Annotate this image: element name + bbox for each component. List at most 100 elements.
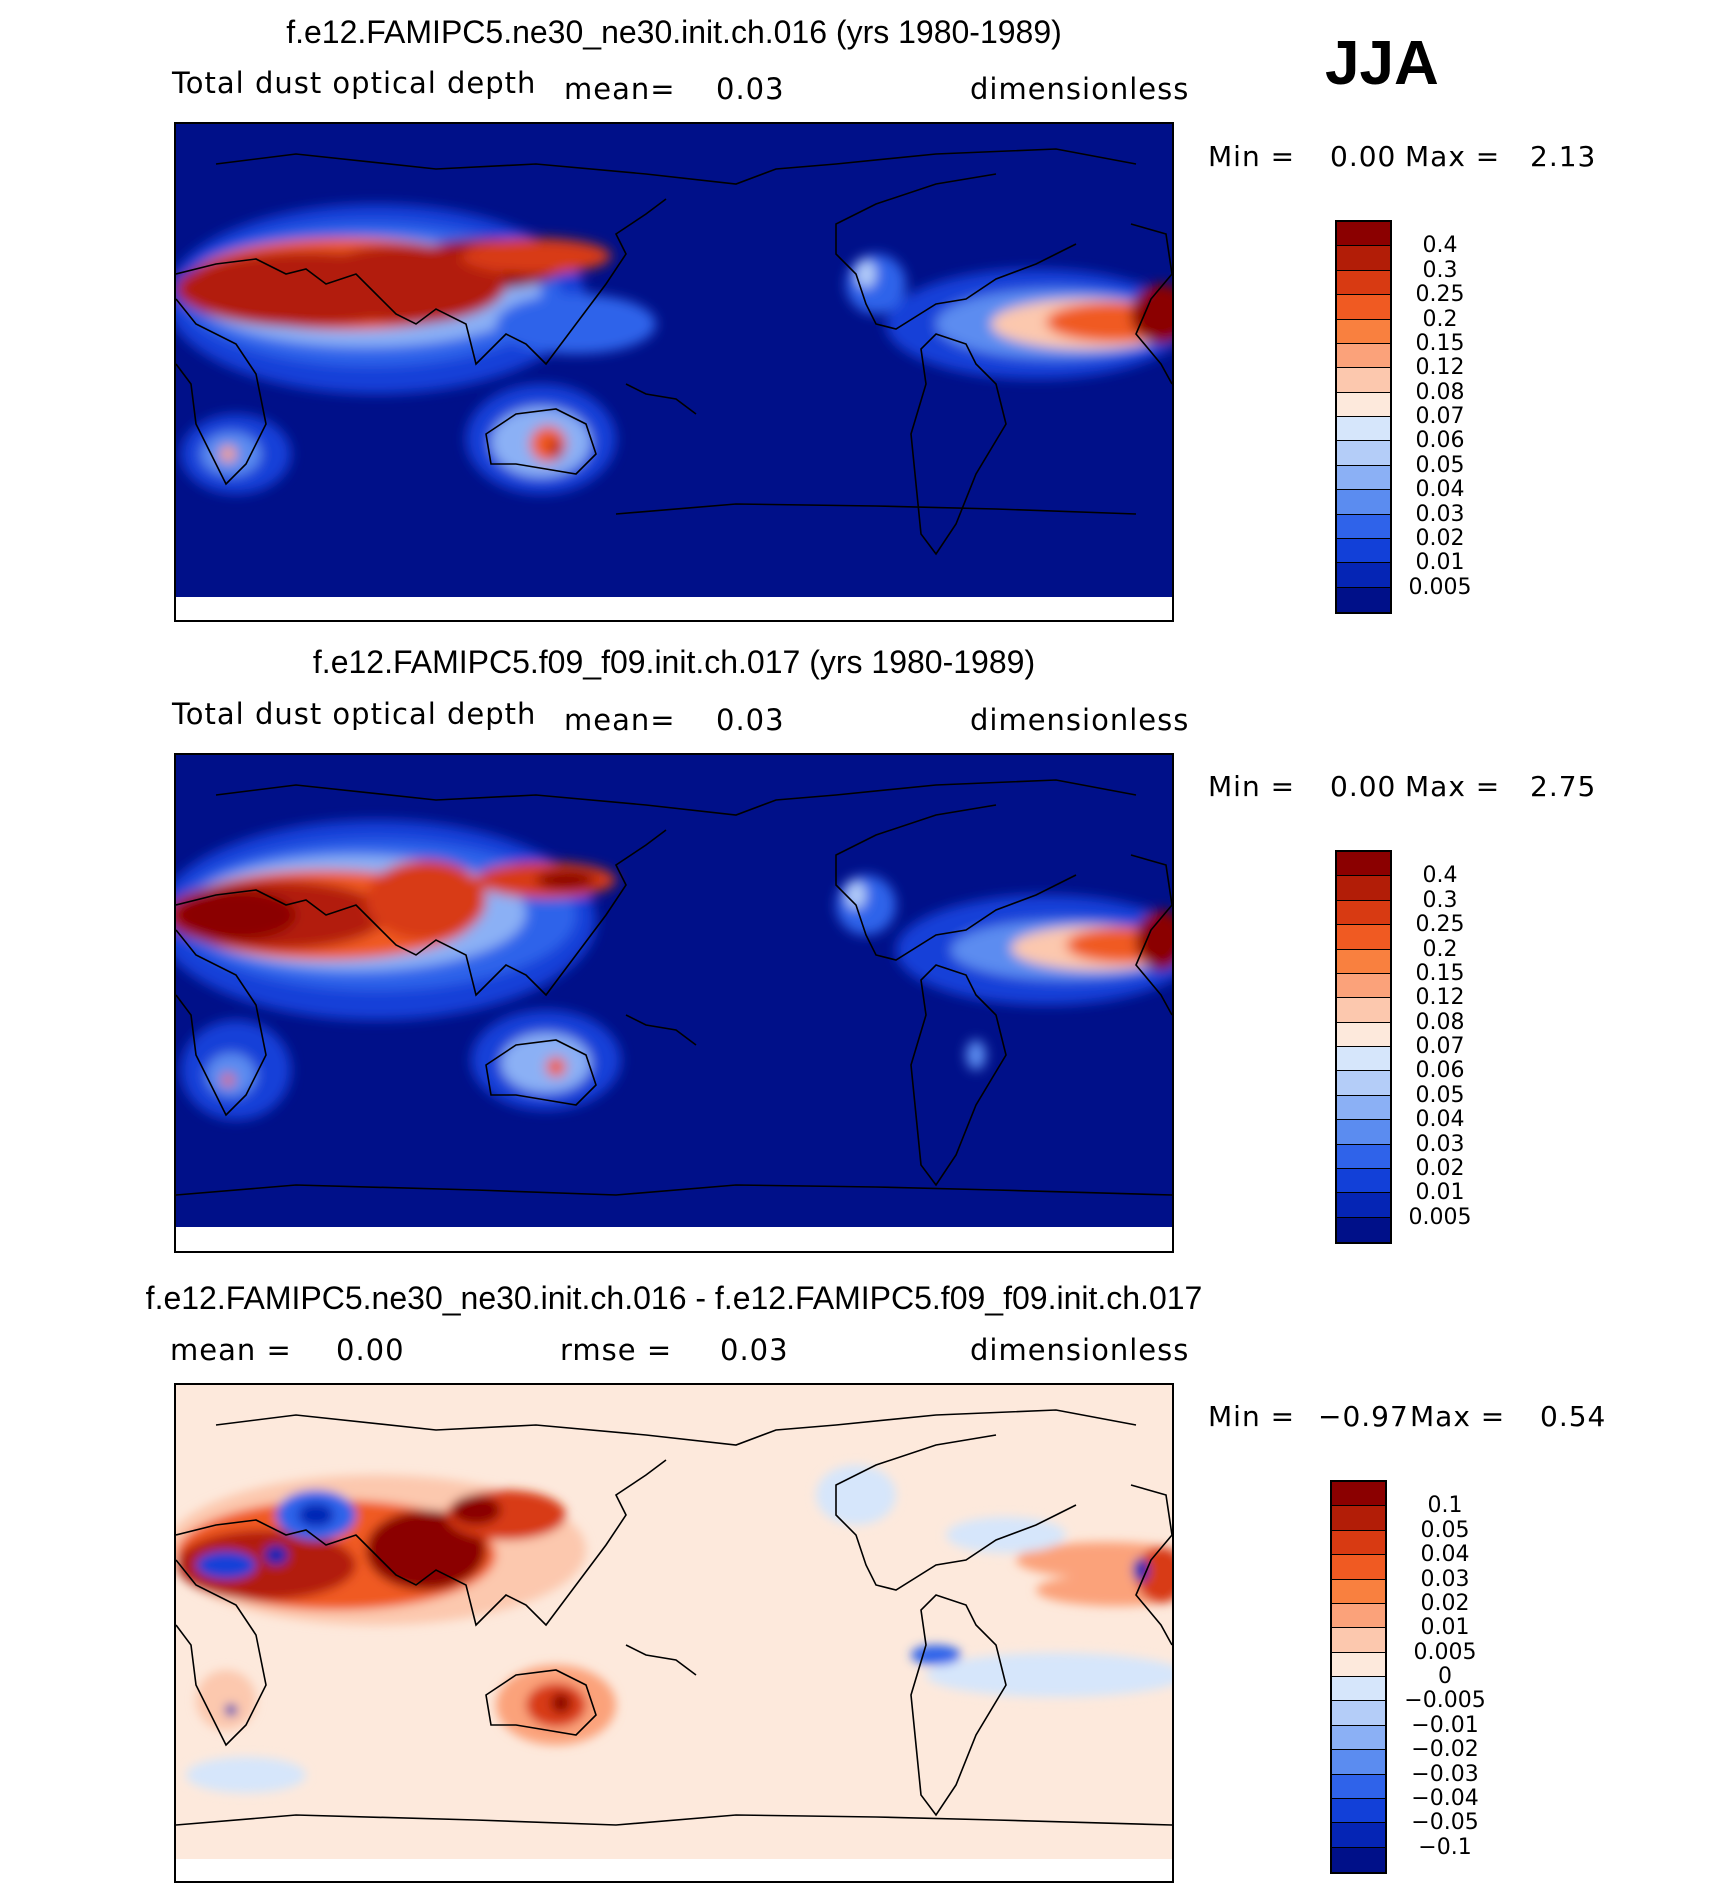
colorbar-tick-label: −0.01 [1411,1712,1479,1738]
colorbar-tick-label: −0.1 [1418,1834,1472,1860]
colorbar-swatch [1332,1677,1385,1702]
colorbar-tick-label: 0.02 [1420,1590,1470,1616]
colorbar-swatch [1337,538,1390,564]
colorbar-tick-label: 0.3 [1422,887,1458,913]
panel-1-mean-value: 0.03 [716,72,785,106]
panel-3-mean-value: 0.00 [336,1333,405,1367]
colorbar-swatch [1337,1168,1390,1194]
dust-field [176,204,1172,494]
colorbar-tick-label: 0.01 [1415,550,1465,576]
colorbar-swatch [1337,465,1390,491]
colorbar-tick-label: 0.12 [1415,355,1465,381]
colorbar-tick-label: 0.05 [1415,1082,1465,1108]
colorbar-swatch [1337,343,1390,369]
panel-1-colorbar [1335,220,1392,614]
panel-1-mean-label: mean= [564,72,676,106]
colorbar-tick-label: 0.08 [1415,1009,1465,1035]
colorbar-swatch [1337,417,1390,442]
colorbar-swatch [1337,876,1390,901]
colorbar-swatch [1337,441,1390,466]
panel-2-max-value: 2.75 [1530,770,1597,803]
colorbar-tick-label: 0.005 [1413,1639,1477,1665]
colorbar-tick-label: 0.04 [1415,1107,1465,1133]
map-missing-data-strip [176,597,1172,620]
map-background [176,1385,1172,1881]
colorbar-swatch [1337,246,1390,271]
colorbar-swatch [1332,1847,1385,1872]
colorbar-swatch [1337,563,1390,588]
panel-3-rmse-value: 0.03 [720,1333,789,1367]
colorbar-swatch [1337,1071,1390,1096]
colorbar-tick-label: 0.01 [1420,1615,1470,1641]
colorbar-tick-label: 0.25 [1415,282,1465,308]
colorbar-tick-label: 0.2 [1422,936,1458,962]
colorbar-swatch [1332,1482,1385,1507]
colorbar-tick-label: 0.05 [1420,1517,1470,1543]
colorbar-swatch [1337,925,1390,950]
colorbar-swatch [1337,900,1390,926]
colorbar-swatch [1337,490,1390,515]
colorbar-swatch [1332,1750,1385,1775]
colorbar-tick-label: 0.2 [1422,306,1458,332]
panel-1-variable: Total dust optical depth [172,66,537,100]
colorbar-tick-label: 0.15 [1415,960,1465,986]
colorbar-tick-label: 0 [1438,1664,1452,1689]
colorbar-swatch [1337,1217,1390,1242]
colorbar-swatch [1332,1628,1385,1653]
colorbar-swatch [1332,1701,1385,1726]
colorbar-swatch [1337,852,1390,877]
colorbar-tick-label: 0.4 [1422,863,1458,889]
panel-1-max-value: 2.13 [1530,140,1597,173]
colorbar-swatch [1332,1774,1385,1799]
colorbar-swatch [1332,1506,1385,1531]
panel-2-map [174,753,1174,1253]
colorbar-tick-label: 0.04 [1420,1542,1470,1568]
panel-1-min-value: 0.00 [1330,140,1397,173]
colorbar-tick-label: −0.03 [1411,1761,1479,1787]
colorbar-tick-label: 0.07 [1415,404,1465,429]
coastlines [176,779,1172,1250]
colorbar-swatch [1337,222,1390,247]
colorbar-tick-label: 0.005 [1408,1204,1472,1230]
panel-2-title: f.e12.FAMIPC5.f09_f09.init.ch.017 (yrs 1… [312,644,1036,680]
colorbar-swatch [1337,392,1390,417]
colorbar-tick-label: 0.1 [1427,1493,1463,1519]
colorbar-tick-label: 0.08 [1415,379,1465,405]
colorbar-tick-label: 0.03 [1415,501,1465,527]
colorbar-tick-label: −0.04 [1411,1785,1479,1811]
colorbar-swatch [1337,1193,1390,1218]
colorbar-tick-label: 0.3 [1422,257,1458,283]
colorbar-swatch [1332,1579,1385,1604]
colorbar-swatch [1337,295,1390,320]
colorbar-swatch [1337,949,1390,974]
colorbar-tick-label: 0.06 [1415,1058,1465,1084]
colorbar-tick-label: 0.05 [1415,452,1465,478]
colorbar-swatch [1337,514,1390,539]
colorbar-swatch [1332,1652,1385,1677]
colorbar-tick-label: 0.02 [1415,525,1465,551]
colorbar-swatch [1337,998,1390,1023]
colorbar-tick-label: −0.05 [1411,1810,1479,1836]
map-missing-data-strip [176,1227,1172,1251]
colorbar-swatch [1332,1823,1385,1848]
colorbar-swatch [1337,319,1390,344]
panel-3-mean-label: mean = [170,1333,292,1367]
map-missing-data-strip [176,1859,1172,1881]
panel-2-min-value: 0.00 [1330,770,1397,803]
panel-2-max-label: Max = [1405,770,1501,803]
panel-2-colorbar [1335,850,1392,1244]
colorbar-swatch [1337,270,1390,296]
panel-3-title: f.e12.FAMIPC5.ne30_ne30.init.ch.016 - f.… [145,1280,1203,1316]
panel-3-colorbar [1330,1480,1387,1874]
panel-3-max-label: Max = [1410,1400,1506,1433]
panel-3-map [174,1383,1174,1883]
colorbar-tick-label: 0.04 [1415,477,1465,503]
panel-1-map-svg [176,124,1172,620]
panel-2-mean-value: 0.03 [716,703,785,737]
colorbar-tick-label: 0.02 [1415,1155,1465,1181]
panel-3-min-value: −0.97 [1318,1400,1409,1433]
colorbar-tick-label: −0.005 [1404,1688,1486,1714]
panel-2-variable: Total dust optical depth [172,697,537,731]
colorbar-swatch [1337,1022,1390,1047]
panel-2-mean-label: mean= [564,703,676,737]
